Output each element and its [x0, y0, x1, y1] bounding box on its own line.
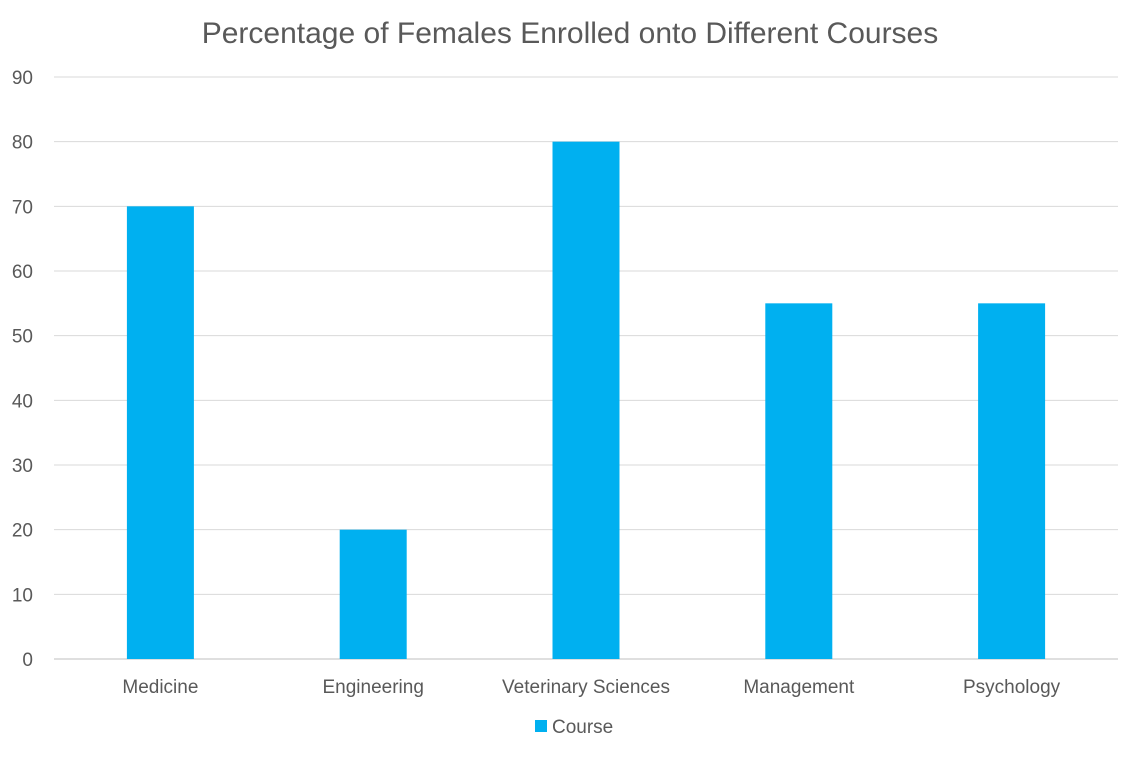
- y-tick-label: 20: [12, 521, 33, 542]
- x-tick-label: Engineering: [322, 677, 423, 698]
- bar-veterinary-sciences: [552, 141, 620, 659]
- bar-management: [765, 303, 833, 659]
- x-tick-label: Psychology: [963, 677, 1061, 698]
- bar-medicine: [126, 206, 194, 660]
- bars: [126, 141, 1046, 660]
- x-tick-label: Veterinary Sciences: [502, 677, 670, 698]
- y-tick-label: 40: [12, 391, 33, 412]
- y-tick-label: 10: [12, 585, 33, 606]
- x-tick-label: Medicine: [122, 677, 198, 698]
- bar-engineering: [339, 529, 407, 659]
- legend-label-course: Course: [552, 717, 613, 738]
- y-tick-label: 0: [22, 650, 33, 671]
- x-tick-label: Management: [743, 677, 855, 698]
- bar-psychology: [978, 303, 1046, 659]
- y-tick-label: 90: [12, 68, 33, 89]
- y-tick-label: 30: [12, 456, 33, 477]
- y-tick-label: 50: [12, 327, 33, 348]
- y-tick-label: 80: [12, 133, 33, 154]
- y-tick-label: 60: [12, 262, 33, 283]
- y-axis-ticks: 0 10 20 30 40 50 60 70 80 90: [12, 68, 33, 671]
- legend-swatch-course: [535, 720, 547, 732]
- x-axis-ticks: Medicine Engineering Veterinary Sciences Ma…: [122, 677, 1060, 698]
- legend: Course: [535, 717, 613, 738]
- y-tick-label: 70: [12, 197, 33, 218]
- chart-title: Percentage of Females Enrolled onto Diff…: [202, 17, 939, 50]
